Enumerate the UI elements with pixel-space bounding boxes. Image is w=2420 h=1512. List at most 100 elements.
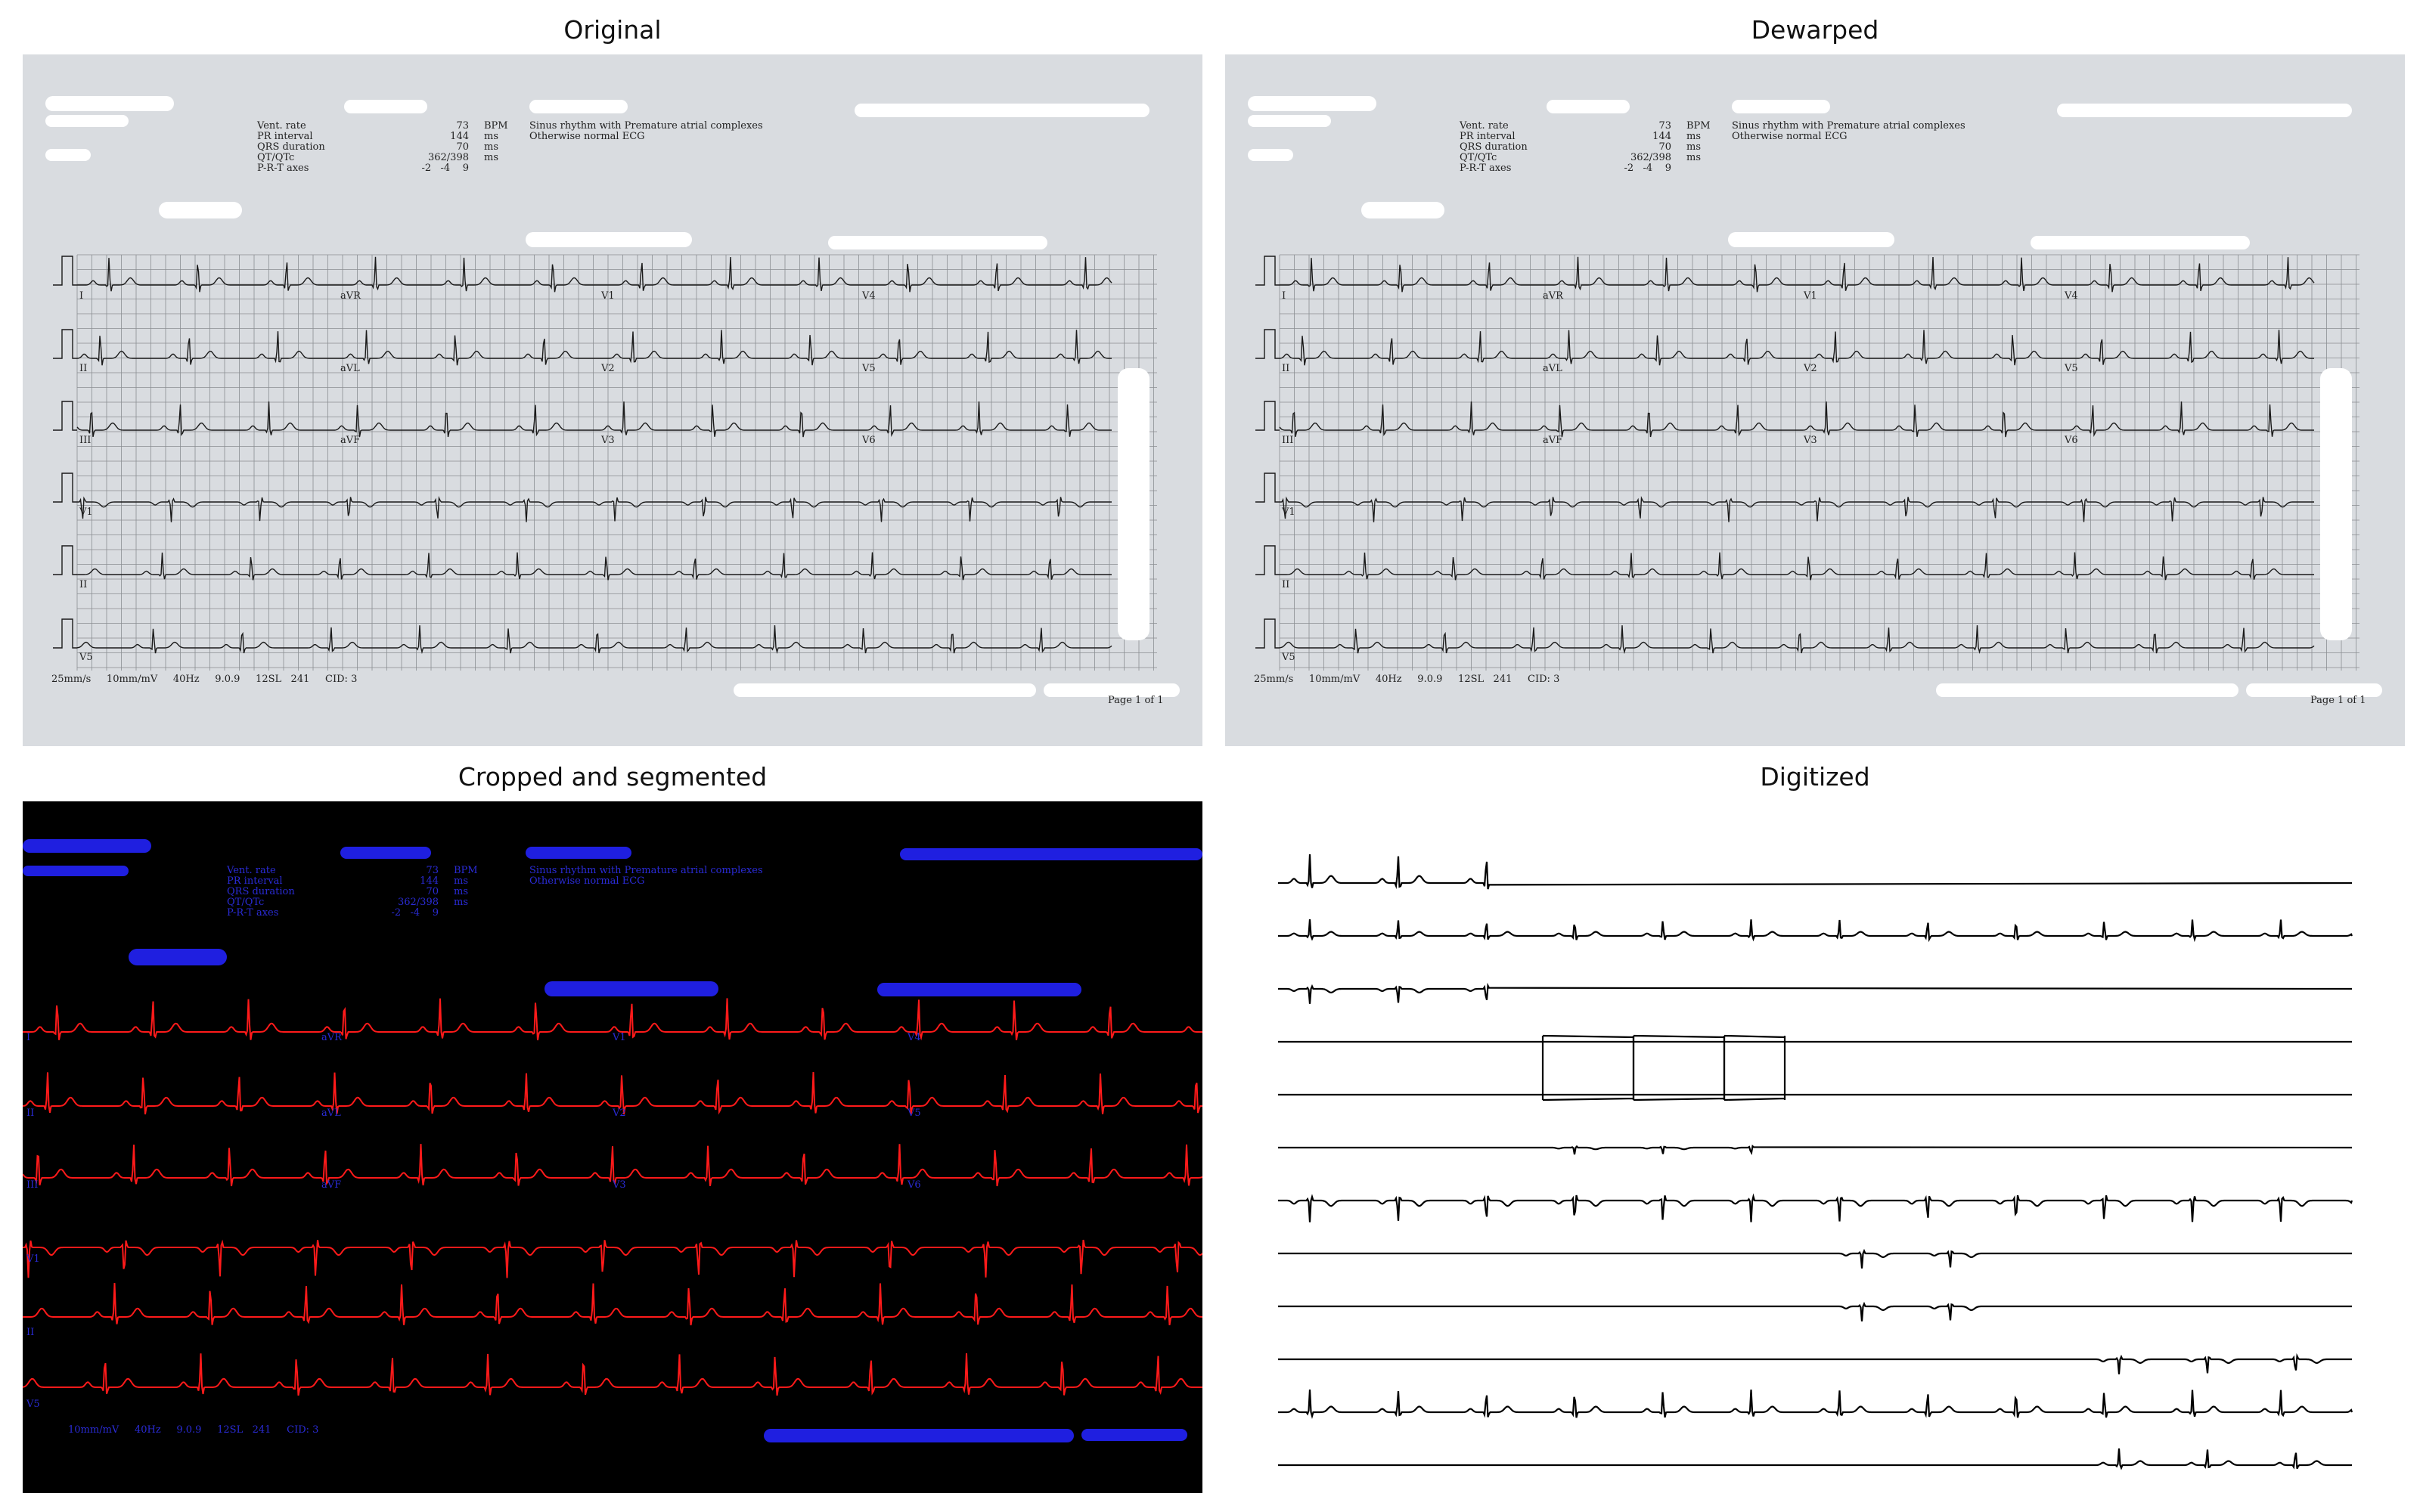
lead-label-V1: V1 [1804, 290, 1817, 302]
rhythm-label-V1: V1 [26, 1253, 40, 1265]
calibration-pulse [53, 329, 77, 359]
lead-label-III: III [79, 435, 92, 446]
segmented-trace [23, 1353, 1202, 1396]
redaction [1044, 683, 1180, 697]
calibration-pulse [1255, 545, 1280, 575]
lead-label-V2: V2 [613, 1108, 626, 1119]
lead-label-V4: V4 [2065, 290, 2078, 302]
lead-label-II: II [1282, 363, 1290, 374]
page-number: Page 1 of 1 [1108, 695, 1164, 706]
calibration-pulse [1255, 256, 1280, 286]
rhythm-label-II: II [79, 579, 88, 590]
segmented-trace [23, 1144, 1202, 1187]
lead-label-V6: V6 [2065, 435, 2078, 446]
ecg-trace [76, 552, 1112, 581]
lead-label-V3: V3 [1804, 435, 1817, 446]
calibration-pulse [1255, 618, 1280, 649]
lead-label-V5: V5 [2065, 363, 2078, 374]
digitized-ecg [1225, 801, 2405, 1493]
measurement-labels: Vent. rate PR interval QRS duration QT/QTc P… [1460, 120, 1528, 174]
calibration-pulse [53, 618, 77, 649]
lead-label-I: I [1282, 290, 1286, 302]
redaction [344, 100, 427, 113]
lead-label-V5: V5 [862, 363, 876, 374]
segmented-trace [23, 1072, 1202, 1115]
lead-label-V6: V6 [862, 435, 876, 446]
measurement-units: BPM ms ms ms [484, 120, 508, 163]
segmented-text-region [23, 839, 151, 853]
ecg-trace [76, 625, 1112, 655]
ecg-trace [1279, 401, 2314, 438]
title-original: Original [563, 15, 662, 45]
rhythm-label-II: II [1282, 579, 1290, 590]
lead-label-V1: V1 [601, 290, 615, 302]
digitized-artifact [1632, 1034, 1726, 1101]
digitized-artifact [1541, 1034, 1635, 1101]
ecg-trace [1279, 625, 2315, 655]
digitized-trace [1278, 1390, 2353, 1420]
ecg-trace [1280, 496, 2314, 522]
calibration-pulse [53, 472, 77, 503]
ecg-footer: 25mm/s 10mm/mV 40Hz 9.0.9 12SL 241 CID: … [1254, 674, 1560, 685]
lead-label-V1: V1 [613, 1032, 626, 1043]
rhythm-label-V5: V5 [1282, 652, 1295, 663]
ecg-trace [1279, 330, 2314, 366]
calibration-pulse [53, 256, 77, 286]
segmented-traces [23, 998, 1202, 1396]
page-number: Page 1 of 1 [2310, 695, 2366, 706]
lead-label-aVF: aVF [1543, 435, 1563, 446]
segmented-text-region [129, 949, 227, 965]
ecg-trace [1279, 552, 2314, 581]
segmented-text-region [1081, 1429, 1187, 1441]
lead-label-aVF: aVF [340, 435, 361, 446]
segmented-text-region [340, 847, 431, 859]
lead-label-aVR: aVR [340, 290, 361, 302]
segmented-text-region [23, 866, 129, 876]
digitized-trace [1278, 854, 2353, 890]
ecg-trace [76, 401, 1112, 438]
title-dewarped: Dewarped [1751, 15, 1879, 45]
redaction [45, 96, 174, 111]
redaction [2057, 104, 2352, 117]
ecg-traces [1255, 256, 2315, 655]
segmented-text-region [900, 848, 1202, 860]
rhythm-label-V1: V1 [79, 507, 93, 518]
title-digitized: Digitized [1760, 762, 1870, 792]
lead-label-V4: V4 [908, 1032, 921, 1043]
interpretation: Sinus rhythm with Premature atrial compl… [529, 120, 763, 142]
segmented-trace [23, 1239, 1202, 1278]
lead-label-aVL: aVL [321, 1108, 341, 1119]
segmented-text-region [764, 1429, 1074, 1442]
digitized-trace [1278, 1352, 2352, 1374]
redaction [855, 104, 1150, 117]
lead-label-III: III [1282, 435, 1294, 446]
calibration-pulse [1255, 329, 1280, 359]
redaction [2320, 368, 2352, 640]
digitized-trace [1278, 1301, 2352, 1321]
segmented-trace [23, 1283, 1202, 1326]
redaction [45, 149, 91, 161]
digitized-artifact [1723, 1034, 1786, 1101]
segmented-text-region [526, 847, 631, 859]
lead-label-aVL: aVL [1543, 363, 1562, 374]
measurement-units: BPM ms ms ms [1686, 120, 1711, 163]
measurement-labels: Vent. rate PR interval QRS duration QT/QTc P… [227, 865, 295, 919]
title-segmented: Cropped and segmented [458, 762, 768, 792]
rhythm-label-V5: V5 [26, 1399, 40, 1410]
redaction [1547, 100, 1630, 113]
segmented-ecg: Vent. rate PR interval QRS duration QT/QTc P… [23, 801, 1202, 1493]
redaction [1248, 96, 1376, 111]
measurement-labels: Vent. rate PR interval QRS duration QT/QTc P… [257, 120, 325, 174]
original-ecg-photo: Vent. rate PR interval QRS duration QT/QTc P… [23, 54, 1202, 746]
lead-label-aVF: aVF [321, 1179, 342, 1191]
lead-label-II: II [79, 363, 88, 374]
redaction [45, 115, 129, 127]
lead-label-aVR: aVR [1543, 290, 1563, 302]
redaction [1248, 115, 1331, 127]
lead-label-I: I [26, 1032, 31, 1043]
lead-label-I: I [79, 290, 84, 302]
digitized-trace [1278, 1193, 2353, 1222]
ecg-trace [77, 496, 1112, 522]
ecg-grid [1279, 254, 2360, 671]
lead-label-V6: V6 [908, 1179, 921, 1191]
